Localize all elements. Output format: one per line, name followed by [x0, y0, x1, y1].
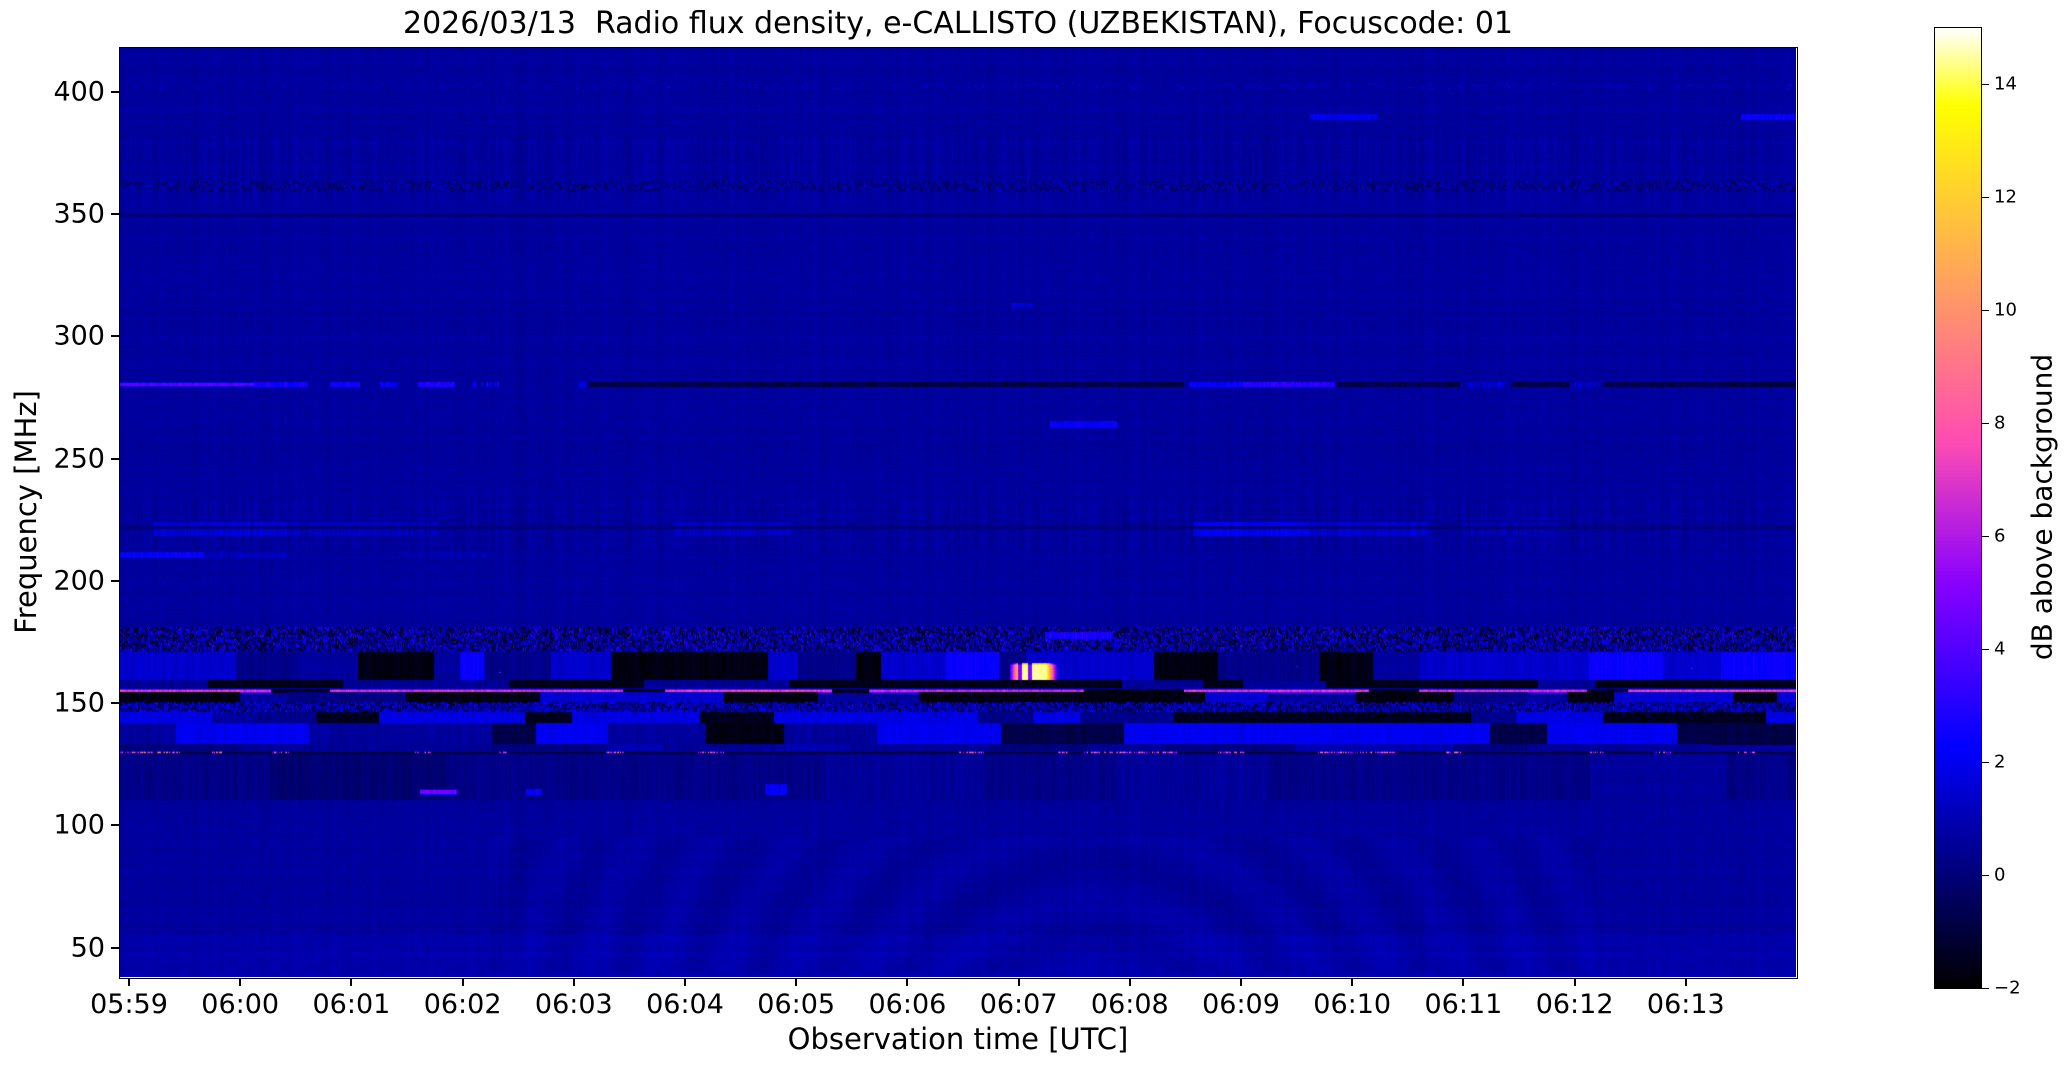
y-tick-label: 200 — [53, 565, 105, 597]
x-tick-mark — [1351, 978, 1354, 986]
x-tick-mark — [1128, 978, 1131, 986]
y-tick-mark — [111, 702, 119, 705]
x-tick-mark — [795, 978, 798, 986]
colorbar-tick-mark — [1982, 84, 1989, 86]
colorbar-tick-label: 10 — [1994, 299, 2017, 321]
y-tick-mark — [111, 335, 119, 338]
colorbar-tick-label: −2 — [1994, 977, 2021, 999]
colorbar-tick-label: 6 — [1994, 525, 2006, 547]
colorbar-tick-label: 8 — [1994, 412, 2006, 434]
x-tick-mark — [1017, 978, 1020, 986]
y-tick-label: 100 — [53, 809, 105, 841]
chart-title: 2026/03/13 Radio flux density, e-CALLIST… — [403, 6, 1513, 41]
spectrogram-heatmap — [120, 48, 1796, 977]
y-tick-label: 350 — [53, 198, 105, 230]
y-tick-label: 250 — [53, 443, 105, 475]
colorbar-tick-mark — [1982, 310, 1989, 312]
y-tick-mark — [111, 213, 119, 216]
x-tick-label: 06:07 — [979, 989, 1058, 1020]
x-tick-mark — [1240, 978, 1242, 986]
colorbar-tick-mark — [1982, 875, 1989, 877]
colorbar-tick-label: 12 — [1994, 186, 2017, 208]
colorbar-gradient — [1935, 28, 1981, 988]
x-tick-label: 05:59 — [90, 989, 168, 1020]
x-tick-mark — [128, 978, 130, 986]
x-tick-label: 06:08 — [1090, 989, 1169, 1020]
y-axis-label: Frequency [MHz] — [9, 390, 43, 634]
y-tick-mark — [111, 824, 119, 827]
x-tick-label: 06:05 — [757, 989, 836, 1020]
y-tick-mark — [111, 579, 119, 582]
x-tick-label: 06:04 — [646, 989, 724, 1020]
x-tick-label: 06:09 — [1202, 989, 1280, 1020]
x-tick-mark — [684, 978, 686, 986]
colorbar-tick-label: 14 — [1994, 73, 2017, 95]
colorbar-label: dB above background — [2025, 353, 2059, 661]
x-tick-label: 06:03 — [534, 989, 613, 1020]
x-tick-mark — [1573, 978, 1576, 986]
x-tick-label: 06:12 — [1535, 989, 1614, 1020]
y-tick-mark — [111, 457, 119, 460]
colorbar-tick-mark — [1982, 988, 1989, 989]
colorbar-tick-mark — [1982, 197, 1989, 199]
x-axis-label: Observation time [UTC] — [787, 1022, 1129, 1056]
x-tick-mark — [1462, 978, 1465, 986]
y-tick-label: 300 — [53, 320, 105, 352]
colorbar-tick-label: 2 — [1994, 751, 2006, 773]
y-tick-label: 400 — [53, 76, 105, 108]
y-tick-label: 50 — [70, 932, 105, 964]
colorbar-tick-mark — [1982, 649, 1989, 651]
x-tick-mark — [461, 978, 464, 986]
x-tick-label: 06:10 — [1313, 989, 1392, 1020]
x-tick-label: 06:00 — [201, 989, 280, 1020]
colorbar-tick-label: 4 — [1994, 638, 2006, 660]
x-tick-mark — [1684, 978, 1687, 986]
x-tick-label: 06:01 — [312, 989, 391, 1020]
y-tick-mark — [111, 946, 119, 949]
x-tick-mark — [906, 978, 909, 986]
x-tick-label: 06:11 — [1424, 989, 1503, 1020]
x-tick-mark — [572, 978, 575, 986]
colorbar-tick-label: 0 — [1994, 864, 2006, 886]
colorbar-tick-mark — [1982, 762, 1989, 764]
colorbar-tick-mark — [1982, 423, 1989, 425]
x-tick-mark — [350, 978, 353, 986]
y-tick-label: 150 — [53, 687, 105, 719]
x-tick-label: 06:06 — [868, 989, 947, 1020]
x-tick-label: 06:13 — [1646, 989, 1725, 1020]
y-tick-mark — [111, 91, 119, 93]
x-tick-label: 06:02 — [423, 989, 502, 1020]
x-tick-mark — [239, 978, 242, 986]
colorbar-tick-mark — [1982, 536, 1989, 538]
